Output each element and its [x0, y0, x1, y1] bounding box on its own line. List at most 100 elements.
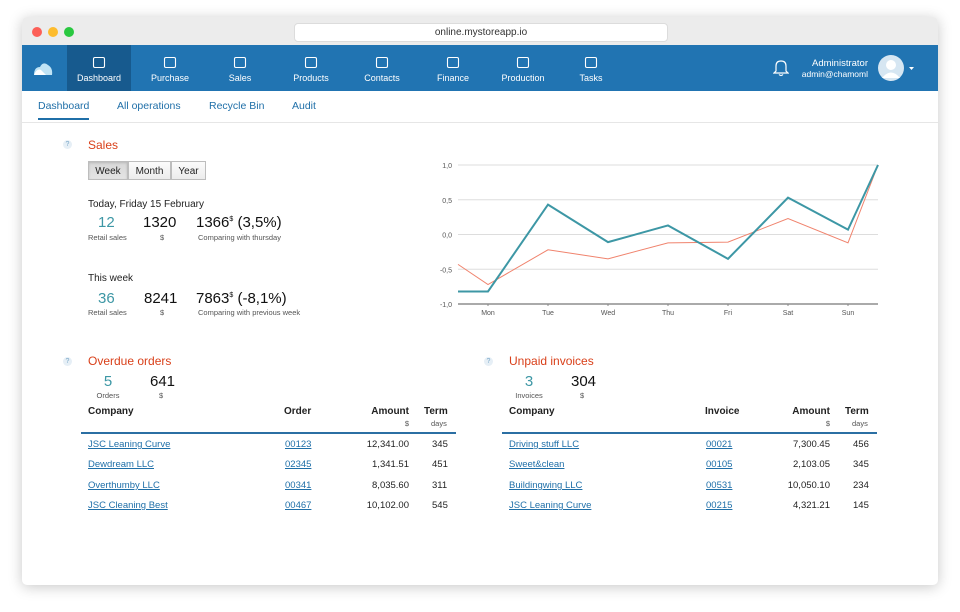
term: 345 — [432, 439, 448, 450]
term: 311 — [432, 480, 448, 491]
stat-label: $ — [160, 308, 165, 317]
document-link[interactable]: 00105 — [706, 459, 733, 470]
nav-icon — [163, 56, 177, 69]
period-button[interactable]: Year — [171, 161, 206, 180]
y-tick-label: -0,5 — [440, 267, 452, 274]
nav-item[interactable]: Production — [491, 45, 555, 91]
company-link[interactable]: JSC Leaning Curve — [509, 500, 592, 511]
term: 234 — [853, 480, 869, 491]
tab[interactable]: Audit — [292, 100, 316, 112]
y-tick-label: 1,0 — [442, 163, 452, 170]
stat-value: 7863$ (-8,1%) — [196, 290, 287, 307]
notifications-icon[interactable] — [773, 59, 789, 77]
header-rule — [81, 432, 456, 434]
nav-label: Production — [501, 73, 545, 83]
line-series — [458, 164, 879, 293]
section-title: Sales — [88, 138, 119, 152]
nav-item[interactable]: Purchase — [138, 45, 202, 91]
company-link[interactable]: Driving stuff LLC — [509, 439, 580, 450]
nav-icon — [92, 56, 106, 69]
minimize-button[interactable] — [48, 27, 58, 37]
help-icon[interactable]: ? — [63, 140, 72, 149]
column-header: Invoice — [705, 406, 740, 417]
nav-item[interactable]: Finance — [421, 45, 485, 91]
column-header: Order — [284, 406, 312, 417]
stat-label: Comparing with previous week — [198, 308, 301, 317]
tab[interactable]: Dashboard — [38, 100, 90, 120]
x-tick-label: Wed — [601, 310, 615, 317]
stat-value: 12 — [98, 214, 115, 231]
sales-chart: 1,0 0,5 0,0 -0,5 -1,0 Mon Tue Wed Thu Fri Sat Sun — [440, 163, 879, 317]
company-link[interactable]: JSC Leaning Curve — [88, 439, 171, 450]
column-header: Term — [845, 406, 869, 417]
stat-value: 641 — [150, 373, 176, 390]
term: 545 — [432, 500, 448, 511]
stat-value: 1320 — [143, 214, 177, 231]
column-header: Term — [424, 406, 448, 417]
period-button[interactable]: Week — [88, 161, 128, 180]
column-unit: $ — [825, 419, 830, 428]
stat-label: $ — [580, 391, 585, 400]
help-icon[interactable]: ? — [63, 357, 72, 366]
stat-label: Orders — [96, 391, 120, 400]
nav-label: Contacts — [364, 73, 400, 83]
company-link[interactable]: Overthumby LLC — [88, 480, 160, 491]
amount: 12,341.00 — [366, 439, 409, 450]
stat-value: 3 — [524, 373, 534, 390]
company-link[interactable]: JSC Cleaning Best — [88, 500, 168, 511]
value: 7863 — [196, 290, 230, 307]
x-tick-label: Thu — [662, 310, 674, 317]
document-link[interactable]: 00531 — [706, 480, 733, 491]
stat-value: 5 — [103, 373, 113, 390]
avatar[interactable] — [877, 54, 917, 82]
stat-label: $ — [160, 233, 165, 242]
period-button[interactable]: Month — [128, 161, 171, 180]
stat-label: Retail sales — [88, 308, 127, 317]
amount: 4,321.21 — [793, 500, 830, 511]
company-link[interactable]: Buildingwing LLC — [509, 480, 583, 491]
document-link[interactable]: 00021 — [706, 439, 733, 450]
nav-icon — [446, 56, 460, 69]
document-link[interactable]: 00215 — [706, 500, 733, 511]
company-link[interactable]: Sweet&clean — [509, 459, 565, 470]
y-tick-label: 0,0 — [442, 233, 452, 240]
nav-item[interactable]: Contacts — [350, 45, 414, 91]
zoom-button[interactable] — [64, 27, 74, 37]
column-unit: $ — [404, 419, 409, 428]
term: 145 — [853, 500, 869, 511]
close-button[interactable] — [32, 27, 42, 37]
nav-item[interactable]: Products — [279, 45, 343, 91]
browser-window: online.mystoreapp.io Dashboard Purchase Sa… — [22, 17, 938, 585]
section-title: Unpaid invoices — [509, 354, 594, 368]
document-link[interactable]: 00467 — [285, 500, 312, 511]
term: 456 — [853, 439, 869, 450]
document-link[interactable]: 00341 — [285, 480, 312, 491]
logo[interactable] — [32, 59, 54, 77]
document-link[interactable]: 02345 — [285, 459, 312, 470]
y-tick-label: -1,0 — [440, 302, 452, 309]
unit: $ — [229, 216, 234, 223]
address-bar[interactable]: online.mystoreapp.io — [294, 23, 668, 42]
unit: $ — [229, 292, 234, 299]
document-link[interactable]: 00123 — [285, 439, 312, 450]
nav-item[interactable]: Tasks — [559, 45, 623, 91]
help-icon[interactable]: ? — [484, 357, 493, 366]
column-header: Company — [509, 406, 555, 417]
nav-item[interactable]: Sales — [208, 45, 272, 91]
nav-icon — [375, 56, 389, 69]
user-name: Administrator — [812, 58, 868, 69]
nav-bar: Dashboard Purchase Sales Products Contacts Fi… — [22, 45, 938, 91]
header-rule — [502, 432, 877, 434]
stat-value: 8241 — [144, 290, 178, 307]
stat-value: 304 — [571, 373, 597, 390]
nav-item[interactable]: Dashboard — [67, 45, 131, 91]
stat-label: $ — [159, 391, 164, 400]
x-tick-label: Tue — [542, 310, 554, 317]
company-link[interactable]: Dewdream LLC — [88, 459, 154, 470]
tab[interactable]: Recycle Bin — [209, 100, 265, 112]
user-email: admin@chamoml — [801, 69, 868, 79]
stat-label: Comparing with thursday — [198, 233, 281, 242]
column-header: Company — [88, 406, 134, 417]
tab[interactable]: All operations — [117, 100, 181, 112]
